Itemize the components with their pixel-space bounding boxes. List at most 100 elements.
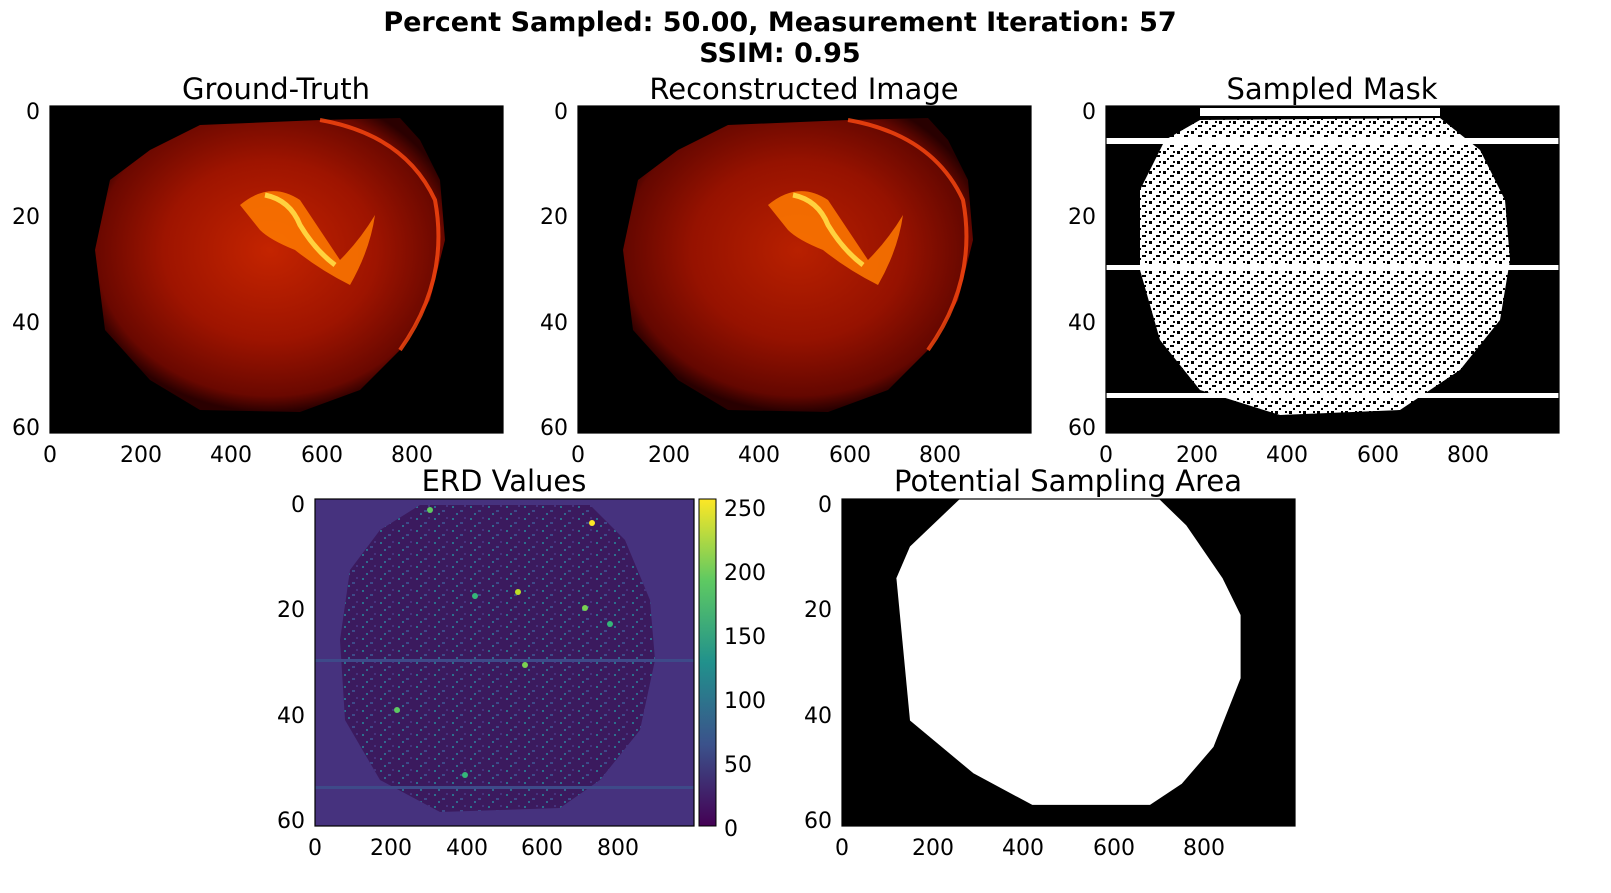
x-tick-label: 200 <box>648 443 690 468</box>
erd-hotspot <box>394 707 400 713</box>
colorbar-tick-label: 200 <box>724 561 766 586</box>
y-tick-label: 20 <box>12 205 40 230</box>
x-tick-label: 800 <box>597 836 639 861</box>
reconstructed-hot-core <box>792 192 865 267</box>
panel-title-reconstructed: Reconstructed Image <box>649 72 958 106</box>
x-tick-label: 0 <box>1099 443 1113 468</box>
y-tick-label: 40 <box>12 311 40 336</box>
ground-truth-x-ticks: 0 200 400 600 800 <box>43 443 433 468</box>
y-tick-label: 60 <box>804 809 832 834</box>
x-tick-label: 400 <box>738 443 780 468</box>
erd-hotspot <box>522 662 528 668</box>
potential-area-region <box>896 499 1241 805</box>
erd-hotspot <box>582 605 588 611</box>
y-tick-label: 60 <box>277 809 305 834</box>
y-tick-label: 0 <box>291 493 305 518</box>
sampled-mask-x-ticks: 0 200 400 600 800 <box>1099 443 1489 468</box>
erd-x-ticks: 0 200 400 600 800 <box>308 836 639 861</box>
y-tick-label: 40 <box>1068 311 1096 336</box>
sampled-mask-y-ticks: 0 20 40 60 <box>1068 100 1096 441</box>
panel-reconstructed-image: Reconstructed Image 0 200 400 600 800 0 … <box>540 72 1032 468</box>
x-tick-label: 0 <box>835 836 849 861</box>
y-tick-label: 60 <box>1068 416 1096 441</box>
x-tick-label: 600 <box>301 443 343 468</box>
erd-hotspot <box>462 772 468 778</box>
sampled-mask-frame <box>1105 105 1560 434</box>
y-tick-label: 60 <box>540 416 568 441</box>
x-tick-label: 600 <box>521 836 563 861</box>
sampled-mask-row-line <box>1106 393 1559 398</box>
panel-potential-sampling-area: Potential Sampling Area 0 200 400 600 80… <box>804 464 1296 861</box>
figure-title-line2: SSIM: 0.95 <box>699 38 860 69</box>
x-tick-label: 400 <box>210 443 252 468</box>
reconstructed-y-ticks: 0 20 40 60 <box>540 100 568 441</box>
x-tick-label: 800 <box>1447 443 1489 468</box>
erd-colorbar: 250 200 150 100 50 0 <box>698 497 766 842</box>
y-tick-label: 40 <box>804 704 832 729</box>
y-tick-label: 20 <box>277 598 305 623</box>
ground-truth-hot-core <box>264 192 337 267</box>
panel-sampled-mask: Sampled Mask 0 200 400 600 800 0 20 40 6… <box>1068 72 1560 468</box>
ground-truth-sample-region <box>95 118 445 412</box>
y-tick-label: 20 <box>540 205 568 230</box>
ground-truth-frame <box>49 105 504 434</box>
panel-title-potential-sampling-area: Potential Sampling Area <box>894 464 1242 498</box>
x-tick-label: 0 <box>308 836 322 861</box>
x-tick-label: 0 <box>571 443 585 468</box>
colorbar-tick-label: 0 <box>724 817 738 842</box>
reconstructed-x-ticks: 0 200 400 600 800 <box>571 443 961 468</box>
y-tick-label: 20 <box>1068 205 1096 230</box>
figure-title-line1: Percent Sampled: 50.00, Measurement Iter… <box>383 7 1176 38</box>
erd-hotspot <box>515 589 521 595</box>
colorbar-tick-label: 250 <box>724 497 766 522</box>
panel-ground-truth: Ground-Truth 0 200 400 600 800 0 20 40 6… <box>12 72 504 468</box>
colorbar-tick-label: 150 <box>724 625 766 650</box>
y-tick-label: 0 <box>26 100 40 125</box>
sampled-mask-row-line <box>1106 138 1559 144</box>
panel-title-erd-values: ERD Values <box>422 464 587 498</box>
panel-title-ground-truth: Ground-Truth <box>182 72 370 106</box>
erd-frame <box>314 498 695 827</box>
potential-area-x-ticks: 0 200 400 600 800 <box>835 836 1225 861</box>
panel-title-sampled-mask: Sampled Mask <box>1226 72 1437 106</box>
x-tick-label: 600 <box>1357 443 1399 468</box>
y-tick-label: 0 <box>818 493 832 518</box>
sampled-mask-row-line <box>1106 265 1559 270</box>
x-tick-label: 800 <box>919 443 961 468</box>
x-tick-label: 200 <box>370 836 412 861</box>
reconstructed-rim <box>847 118 969 352</box>
colorbar-tick-label: 100 <box>724 689 766 714</box>
ground-truth-rim <box>319 118 441 352</box>
erd-hotspot <box>472 593 478 599</box>
y-tick-label: 20 <box>804 598 832 623</box>
x-tick-label: 800 <box>1183 836 1225 861</box>
x-tick-label: 600 <box>829 443 871 468</box>
y-tick-label: 0 <box>554 100 568 125</box>
y-tick-label: 60 <box>12 416 40 441</box>
erd-hotspot <box>607 621 613 627</box>
erd-row-line <box>315 786 694 789</box>
erd-colorbar-gradient <box>698 498 717 827</box>
potential-area-y-ticks: 0 20 40 60 <box>804 493 832 834</box>
erd-hotspot <box>427 507 433 513</box>
ground-truth-y-ticks: 0 20 40 60 <box>12 100 40 441</box>
erd-hotspot <box>589 520 595 526</box>
erd-y-ticks: 0 20 40 60 <box>277 493 305 834</box>
reconstructed-frame <box>577 105 1032 434</box>
y-tick-label: 0 <box>1082 100 1096 125</box>
panel-erd-values: ERD Values 0 200 400 600 800 0 20 40 60 <box>277 464 766 861</box>
reconstructed-sample-region <box>623 118 973 412</box>
x-tick-label: 200 <box>1176 443 1218 468</box>
colorbar-tick-label: 50 <box>724 753 752 778</box>
x-tick-label: 400 <box>1002 836 1044 861</box>
x-tick-label: 400 <box>1266 443 1308 468</box>
erd-sampled-region <box>340 505 655 812</box>
x-tick-label: 200 <box>120 443 162 468</box>
potential-area-frame <box>841 498 1296 827</box>
x-tick-label: 600 <box>1093 836 1135 861</box>
y-tick-label: 40 <box>540 311 568 336</box>
x-tick-label: 800 <box>391 443 433 468</box>
x-tick-label: 0 <box>43 443 57 468</box>
sampled-mask-top-band <box>1200 108 1440 116</box>
